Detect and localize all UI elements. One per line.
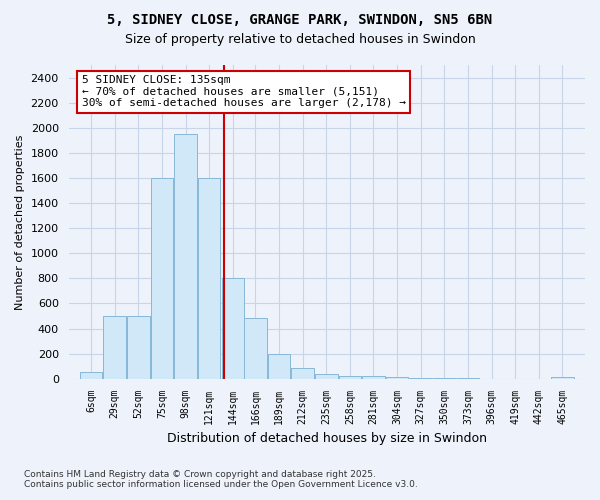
- Text: Contains HM Land Registry data © Crown copyright and database right 2025.
Contai: Contains HM Land Registry data © Crown c…: [24, 470, 418, 489]
- Text: Size of property relative to detached houses in Swindon: Size of property relative to detached ho…: [125, 32, 475, 46]
- Bar: [198, 178, 220, 378]
- Y-axis label: Number of detached properties: Number of detached properties: [15, 134, 25, 310]
- Bar: [174, 134, 197, 378]
- Text: 5, SIDNEY CLOSE, GRANGE PARK, SWINDON, SN5 6BN: 5, SIDNEY CLOSE, GRANGE PARK, SWINDON, S…: [107, 12, 493, 26]
- Bar: [127, 316, 149, 378]
- Bar: [338, 376, 361, 378]
- Bar: [103, 316, 126, 378]
- Bar: [244, 318, 266, 378]
- Bar: [80, 372, 103, 378]
- Bar: [221, 278, 244, 378]
- Text: 5 SIDNEY CLOSE: 135sqm
← 70% of detached houses are smaller (5,151)
30% of semi-: 5 SIDNEY CLOSE: 135sqm ← 70% of detached…: [82, 75, 406, 108]
- Bar: [151, 178, 173, 378]
- Bar: [551, 377, 574, 378]
- Bar: [362, 376, 385, 378]
- Bar: [268, 354, 290, 378]
- Bar: [292, 368, 314, 378]
- Bar: [315, 374, 338, 378]
- X-axis label: Distribution of detached houses by size in Swindon: Distribution of detached houses by size …: [167, 432, 487, 445]
